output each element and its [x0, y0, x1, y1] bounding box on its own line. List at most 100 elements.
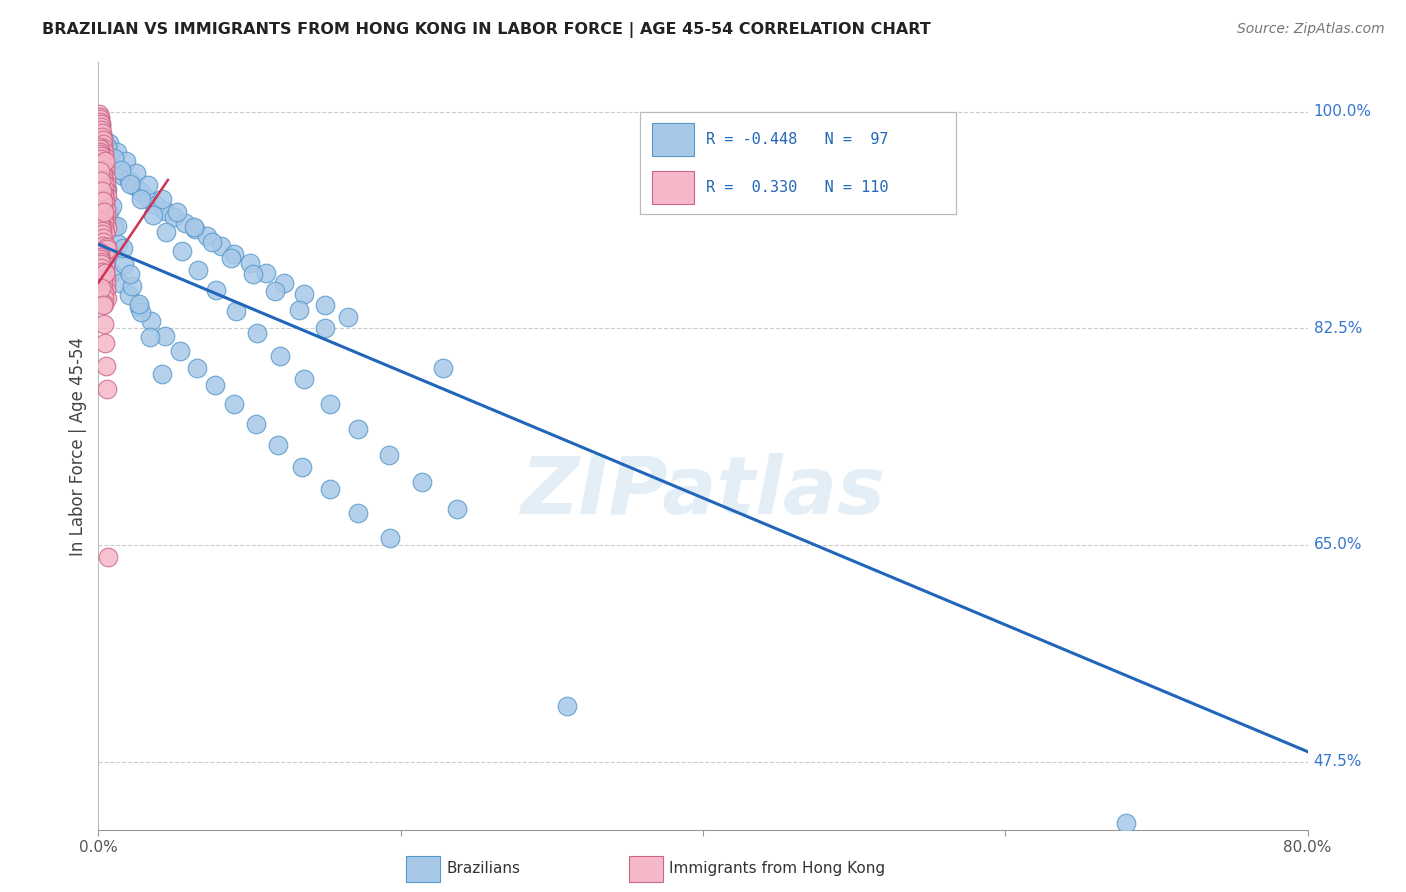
Point: [107, 163, 129, 178]
Point: [1115, 816, 1137, 830]
Point: [98, 205, 121, 219]
Point: [89, 244, 111, 259]
Point: [150, 192, 173, 206]
Point: [91, 231, 114, 245]
Point: [90, 192, 112, 206]
Point: [120, 267, 142, 281]
Point: [89, 110, 111, 124]
Point: [89, 250, 111, 264]
Text: 47.5%: 47.5%: [1313, 754, 1362, 769]
Point: [163, 210, 186, 224]
Point: [101, 266, 124, 280]
Point: [91, 268, 114, 283]
Point: [347, 422, 370, 436]
Point: [89, 107, 111, 121]
Point: [269, 349, 291, 363]
Point: [155, 225, 177, 239]
Point: [93, 186, 115, 201]
Point: [153, 203, 176, 218]
Point: [103, 154, 125, 169]
Bar: [628, 855, 662, 882]
Text: Brazilians: Brazilians: [446, 862, 520, 876]
Point: [90, 117, 112, 131]
Point: [90, 183, 112, 197]
Point: [89, 178, 111, 192]
Text: BRAZILIAN VS IMMIGRANTS FROM HONG KONG IN LABOR FORCE | AGE 45-54 CORRELATION CH: BRAZILIAN VS IMMIGRANTS FROM HONG KONG I…: [42, 22, 931, 38]
Point: [89, 206, 111, 220]
Point: [314, 321, 336, 335]
Point: [336, 310, 359, 325]
Point: [96, 291, 118, 305]
Point: [94, 336, 117, 351]
Point: [314, 298, 336, 312]
Point: [91, 133, 114, 147]
Point: [94, 266, 117, 280]
Point: [91, 276, 114, 290]
Point: [187, 263, 209, 277]
Point: [94, 209, 117, 223]
Point: [93, 285, 115, 300]
Point: [94, 264, 117, 278]
Point: [153, 329, 176, 343]
Point: [93, 291, 115, 305]
Point: [128, 296, 150, 310]
Point: [204, 378, 226, 392]
Point: [291, 460, 314, 475]
Point: [94, 192, 117, 206]
Point: [292, 286, 315, 301]
Point: [89, 145, 111, 159]
Point: [96, 183, 118, 197]
Text: R =  0.330   N = 110: R = 0.330 N = 110: [706, 180, 889, 195]
Point: [93, 211, 115, 226]
Point: [377, 448, 399, 462]
Point: [89, 247, 111, 261]
Point: [91, 298, 114, 312]
Point: [90, 264, 112, 278]
Point: [186, 361, 208, 376]
Point: [90, 123, 112, 137]
Bar: [406, 855, 440, 882]
Point: [318, 483, 340, 497]
Point: [94, 258, 117, 272]
Point: [105, 219, 128, 233]
Point: [90, 186, 112, 200]
Point: [93, 141, 115, 155]
Point: [145, 198, 167, 212]
Point: [94, 202, 117, 217]
Point: [91, 161, 114, 176]
Point: [225, 304, 247, 318]
Point: [90, 149, 112, 163]
Text: 65.0%: 65.0%: [1313, 538, 1362, 552]
Point: [91, 129, 114, 144]
Point: [292, 372, 315, 386]
Point: [129, 305, 152, 319]
Point: [91, 179, 114, 194]
Point: [89, 180, 111, 194]
Point: [91, 195, 114, 210]
Point: [94, 164, 117, 178]
Point: [89, 139, 111, 153]
Point: [91, 227, 114, 242]
Point: [267, 438, 290, 452]
Point: [90, 152, 112, 166]
Point: [129, 192, 152, 206]
Point: [118, 173, 141, 187]
Point: [94, 192, 117, 206]
Point: [96, 139, 118, 153]
Point: [136, 178, 159, 192]
Point: [89, 164, 111, 178]
Point: [94, 196, 117, 211]
Point: [245, 417, 267, 431]
Point: [91, 165, 114, 179]
Point: [166, 205, 188, 219]
Text: R = -0.448   N =  97: R = -0.448 N = 97: [706, 132, 889, 146]
Point: [120, 177, 142, 191]
Point: [239, 256, 262, 270]
Point: [89, 176, 111, 190]
Point: [89, 252, 111, 267]
Text: Source: ZipAtlas.com: Source: ZipAtlas.com: [1237, 22, 1385, 37]
Text: Immigrants from Hong Kong: Immigrants from Hong Kong: [669, 862, 886, 876]
Point: [94, 170, 117, 185]
Point: [125, 165, 148, 179]
Point: [93, 167, 115, 181]
